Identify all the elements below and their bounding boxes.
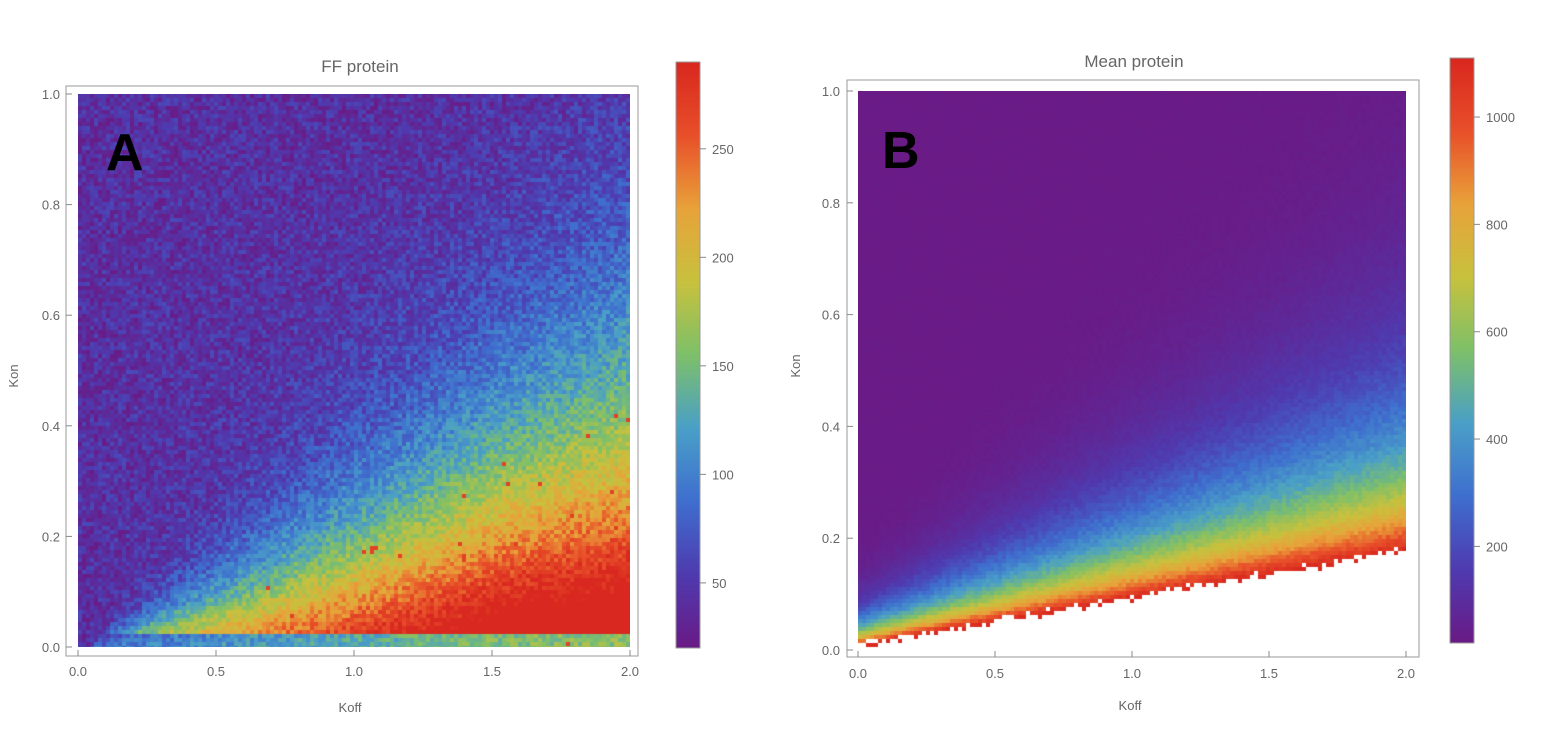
colorbar-tick-label: 200 xyxy=(1486,539,1508,554)
x-tick-label: 0.5 xyxy=(986,666,1004,681)
y-tick-label: 0.6 xyxy=(822,308,840,323)
colorbar-tick-label: 200 xyxy=(712,250,734,265)
heatmap-panel-b: Mean protein B 0.0 0.5 1.0 1.5 2.0 0.0 0.2 0.4 0… xyxy=(788,52,1515,713)
y-tick-label: 0.2 xyxy=(822,531,840,546)
x-tick-label: 1.5 xyxy=(1260,666,1278,681)
colorbar xyxy=(676,62,700,648)
colorbar-tick-label: 800 xyxy=(1486,217,1508,232)
colorbar-tick-label: 50 xyxy=(712,576,726,591)
panel-label: A xyxy=(106,124,144,182)
y-tick-label: 0.4 xyxy=(822,419,840,434)
y-tick-label: 1.0 xyxy=(42,87,60,102)
x-tick-label: 2.0 xyxy=(621,664,639,679)
colorbar xyxy=(1450,58,1474,643)
x-tick-label: 0.5 xyxy=(207,664,225,679)
colorbar-tick-label: 1000 xyxy=(1486,110,1515,125)
colorbar-tick-label: 250 xyxy=(712,142,734,157)
chart-title: Mean protein xyxy=(1084,52,1183,71)
y-axis-label: Kon xyxy=(788,354,803,377)
y-tick-label: 0.8 xyxy=(42,198,60,213)
plot-frame xyxy=(65,85,639,657)
x-axis-label: Koff xyxy=(1119,698,1142,713)
x-tick-label: 1.0 xyxy=(345,664,363,679)
y-tick-label: 0.2 xyxy=(42,529,60,544)
plot-frame xyxy=(846,79,1420,658)
heatmap-canvas-holder xyxy=(858,91,1406,650)
y-tick-label: 0.4 xyxy=(42,419,60,434)
chart-title: FF protein xyxy=(321,57,398,76)
y-tick-label: 0.0 xyxy=(42,640,60,655)
x-tick-label: 1.5 xyxy=(483,664,501,679)
heatmap-canvas-holder xyxy=(78,94,630,647)
heatmap-panel-a: FF protein A 0.0 0.5 1.0 1.5 2.0 0.0 0.2 0.4 0.6… xyxy=(6,57,734,715)
x-axis-label: Koff xyxy=(339,700,362,715)
y-tick-label: 0.6 xyxy=(42,308,60,323)
y-tick-label: 1.0 xyxy=(822,84,840,99)
colorbar-tick-label: 100 xyxy=(712,467,734,482)
x-tick-label: 1.0 xyxy=(1123,666,1141,681)
panel-label: B xyxy=(882,122,920,180)
x-tick-label: 0.0 xyxy=(69,664,87,679)
y-tick-label: 0.0 xyxy=(822,643,840,658)
y-tick-label: 0.8 xyxy=(822,196,840,211)
y-axis-label: Kon xyxy=(6,364,21,387)
x-tick-label: 0.0 xyxy=(849,666,867,681)
colorbar-tick-label: 150 xyxy=(712,359,734,374)
x-tick-label: 2.0 xyxy=(1397,666,1415,681)
colorbar-tick-label: 600 xyxy=(1486,325,1508,340)
colorbar-tick-label: 400 xyxy=(1486,432,1508,447)
